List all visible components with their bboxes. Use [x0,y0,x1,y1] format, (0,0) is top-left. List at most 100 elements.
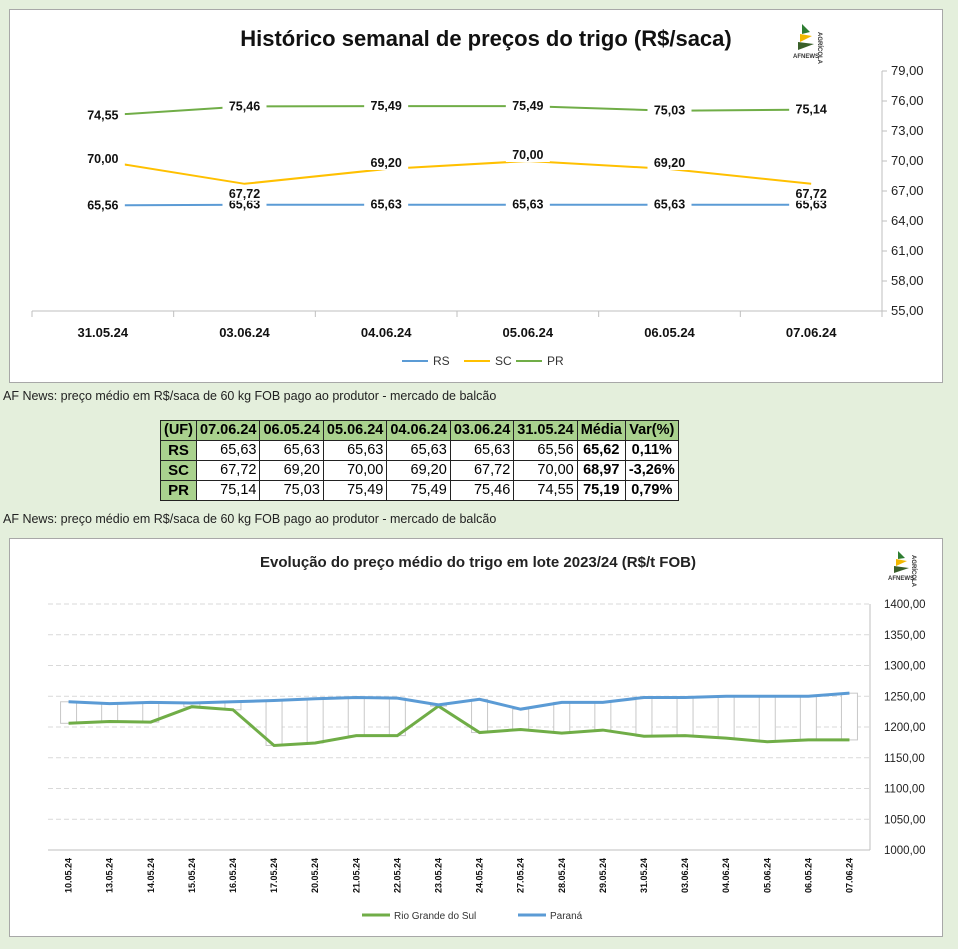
table-value-cell: 75,49 [386,480,451,501]
chart1-y-tick-label: 58,00 [891,273,924,288]
chart1-legend-label: RS [433,354,450,368]
chart1-data-label: 67,72 [229,187,260,201]
chart1-data-label-bg [647,155,692,170]
chart2-x-tick-label: 15.05.24 [187,858,197,893]
chart2-range-bar [553,701,571,734]
chart1-x-tick-label: 06.05.24 [644,325,695,340]
chart2-series-line [68,691,850,711]
chart2-y-tick-label: 1150,00 [884,753,925,765]
weekly-price-chart: Histórico semanal de preços do trigo (R$… [9,9,943,383]
chart1-title: Histórico semanal de preços do trigo (R$… [240,26,731,51]
chart1-y-tick-label: 79,00 [891,63,924,78]
batch-price-chart: Evolução do preço médio do trigo em lote… [9,538,943,937]
chart1-data-label: 65,63 [654,198,685,212]
chart1-data-label-bg [364,196,409,212]
table-value-cell: 65,63 [386,440,451,461]
chart2-title: Evolução do preço médio do trigo em lote… [260,554,696,571]
caption-source-2: AF News: preço médio em R$/saca de 60 kg… [3,512,497,526]
chart2-x-tick-label: 05.06.24 [762,858,772,893]
table-header-cell: (UF) [160,420,197,441]
table-value-cell: 65,56 [513,440,578,461]
chart2-y-tick-label: 1400,00 [884,599,926,611]
afnews-logo: AFNEWS AGRÍCOLA [793,24,824,65]
table-value-cell: 65,63 [322,440,388,461]
table-header-cell: Média [576,420,626,441]
chart2-y-tick-label: 1100,00 [884,784,925,796]
chart1-data-label-bg [222,98,267,114]
chart2-x-tick-label: 04.06.24 [721,858,731,893]
chart1-legend-label: PR [547,354,564,368]
chart2-range-bar [512,708,530,730]
chart1-data-label: 69,20 [654,156,685,170]
table-row: RS 65,63 65,63 65,63 65,63 65,63 65,56 65,62 0,1… [160,440,679,461]
chart1-data-label: 75,03 [654,104,685,118]
chart2-legend-label: Paraná [550,911,583,922]
chart2-range-bar [101,703,119,722]
table-header-cell: 07.06.24 [195,420,261,441]
chart2-x-tick-label: 24.05.24 [475,858,485,893]
chart1-data-label: 75,14 [796,103,827,117]
chart1-data-label: 65,63 [229,198,260,212]
table-media-cell: 68,97 [576,460,626,481]
batch-price-chart-svg: Evolução do preço médio do trigo em lote… [48,551,926,922]
chart1-y-tick-label: 64,00 [891,213,924,228]
logo-side-text-2: AGRÍCOLA [910,555,918,588]
chart2-x-tick-label: 07.06.24 [844,858,854,893]
chart2-range-bar [347,696,365,737]
chart2-range-bar [594,701,612,731]
chart1-data-label: 65,56 [87,198,118,212]
chart2-y-tick-label: 1200,00 [884,722,926,734]
table-row: SC 67,72 69,20 70,00 69,20 67,72 70,00 68,97 -3,… [160,460,679,481]
chart1-data-label-bg [222,185,267,201]
table-media-cell: 65,62 [576,440,626,461]
chart1-data-label-bg [80,151,125,166]
table-value-cell: 70,00 [513,460,578,481]
logo-side-text: AGRÍCOLA [816,32,824,65]
chart1-y-tick-label: 73,00 [891,123,924,138]
table-var-cell: -3,26% [624,460,679,481]
chart1-data-label-bg [364,98,409,114]
chart2-x-tick-label: 31.05.24 [639,858,649,893]
chart2-x-tick-label: 16.05.24 [228,858,238,893]
table-value-cell: 74,55 [513,480,578,501]
table-value-cell: 75,49 [322,480,388,501]
chart1-data-label: 65,63 [371,198,402,212]
chart1-x-tick-label: 04.06.24 [361,325,412,340]
chart1-x-tick-label: 07.06.24 [786,325,837,340]
chart1-y-tick-label: 70,00 [891,153,924,168]
chart1-data-label-bg [647,102,692,118]
chart1-data-label-bg [505,196,550,212]
afnews-logo-2: AFNEWS AGRÍCOLA [888,551,918,588]
chart2-x-tick-label: 06.05.24 [803,858,813,893]
chart1-x-tick-label: 31.05.24 [78,325,129,340]
chart2-x-tick-label: 22.05.24 [392,858,402,893]
chart2-range-bar [60,701,78,724]
chart1-data-label-bg [80,197,125,213]
chart2-y-tick-label: 1050,00 [884,814,926,826]
table-value-cell: 70,00 [322,460,388,481]
chart2-x-tick-label: 13.05.24 [105,858,115,893]
table-value-cell: 65,63 [259,440,324,461]
chart2-range-bar [758,695,776,743]
chart1-data-label: 65,63 [796,198,827,212]
table-header-cell: 06.05.24 [259,420,324,441]
chart1-data-label: 69,20 [371,156,402,170]
chart2-x-tick-label: 10.05.24 [64,858,74,893]
chart2-y-tick-label: 1300,00 [884,661,926,673]
chart1-data-label: 75,46 [229,99,260,113]
chart2-x-tick-label: 21.05.24 [351,858,361,893]
table-value-cell: 67,72 [195,460,261,481]
chart2-range-bar [717,695,735,739]
chart1-data-label-bg [505,98,550,114]
chart1-x-tick-label: 03.06.24 [219,325,270,340]
logo-text-2: AFNEWS [888,576,914,582]
chart2-x-tick-label: 03.06.24 [680,858,690,893]
table-value-cell: 65,63 [449,440,515,461]
chart1-y-tick-label: 76,00 [891,93,924,108]
chart2-range-bar [799,695,817,741]
table-uf-cell: RS [160,440,197,461]
chart2-range-bar [676,696,694,737]
chart1-series-sc [102,159,812,185]
table-uf-cell: PR [160,480,197,501]
chart1-data-label-bg [364,155,409,170]
